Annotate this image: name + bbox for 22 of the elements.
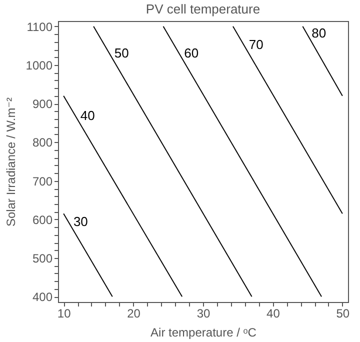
x-tick-label: 20 bbox=[127, 306, 141, 320]
chart-title: PV cell temperature bbox=[146, 1, 260, 16]
y-tick-label: 1100 bbox=[26, 20, 53, 34]
series-label: 60 bbox=[184, 45, 199, 60]
series-label: 70 bbox=[248, 37, 264, 52]
x-tick-label: 50 bbox=[336, 306, 350, 320]
y-tick-label: 1000 bbox=[26, 58, 53, 73]
y-tick-label: 900 bbox=[32, 97, 53, 112]
y-axis-title: Solar Irradiance / W.m⁻² bbox=[4, 97, 18, 227]
x-tick-label: 10 bbox=[57, 306, 72, 320]
x-tick-label: 40 bbox=[266, 306, 280, 320]
y-tick-label: 500 bbox=[32, 251, 53, 266]
y-tick-label: 400 bbox=[32, 290, 53, 304]
y-tick-label: 800 bbox=[32, 136, 53, 150]
series-label: 80 bbox=[312, 25, 326, 40]
series-label: 50 bbox=[114, 45, 129, 60]
x-axis-title: Air temperature / ᵒC bbox=[150, 326, 257, 340]
x-tick-label: 30 bbox=[196, 306, 210, 320]
y-tick-label: 600 bbox=[32, 212, 53, 227]
series-label: 30 bbox=[73, 214, 88, 229]
series-label: 40 bbox=[80, 108, 95, 123]
y-tick-label: 700 bbox=[32, 174, 53, 188]
